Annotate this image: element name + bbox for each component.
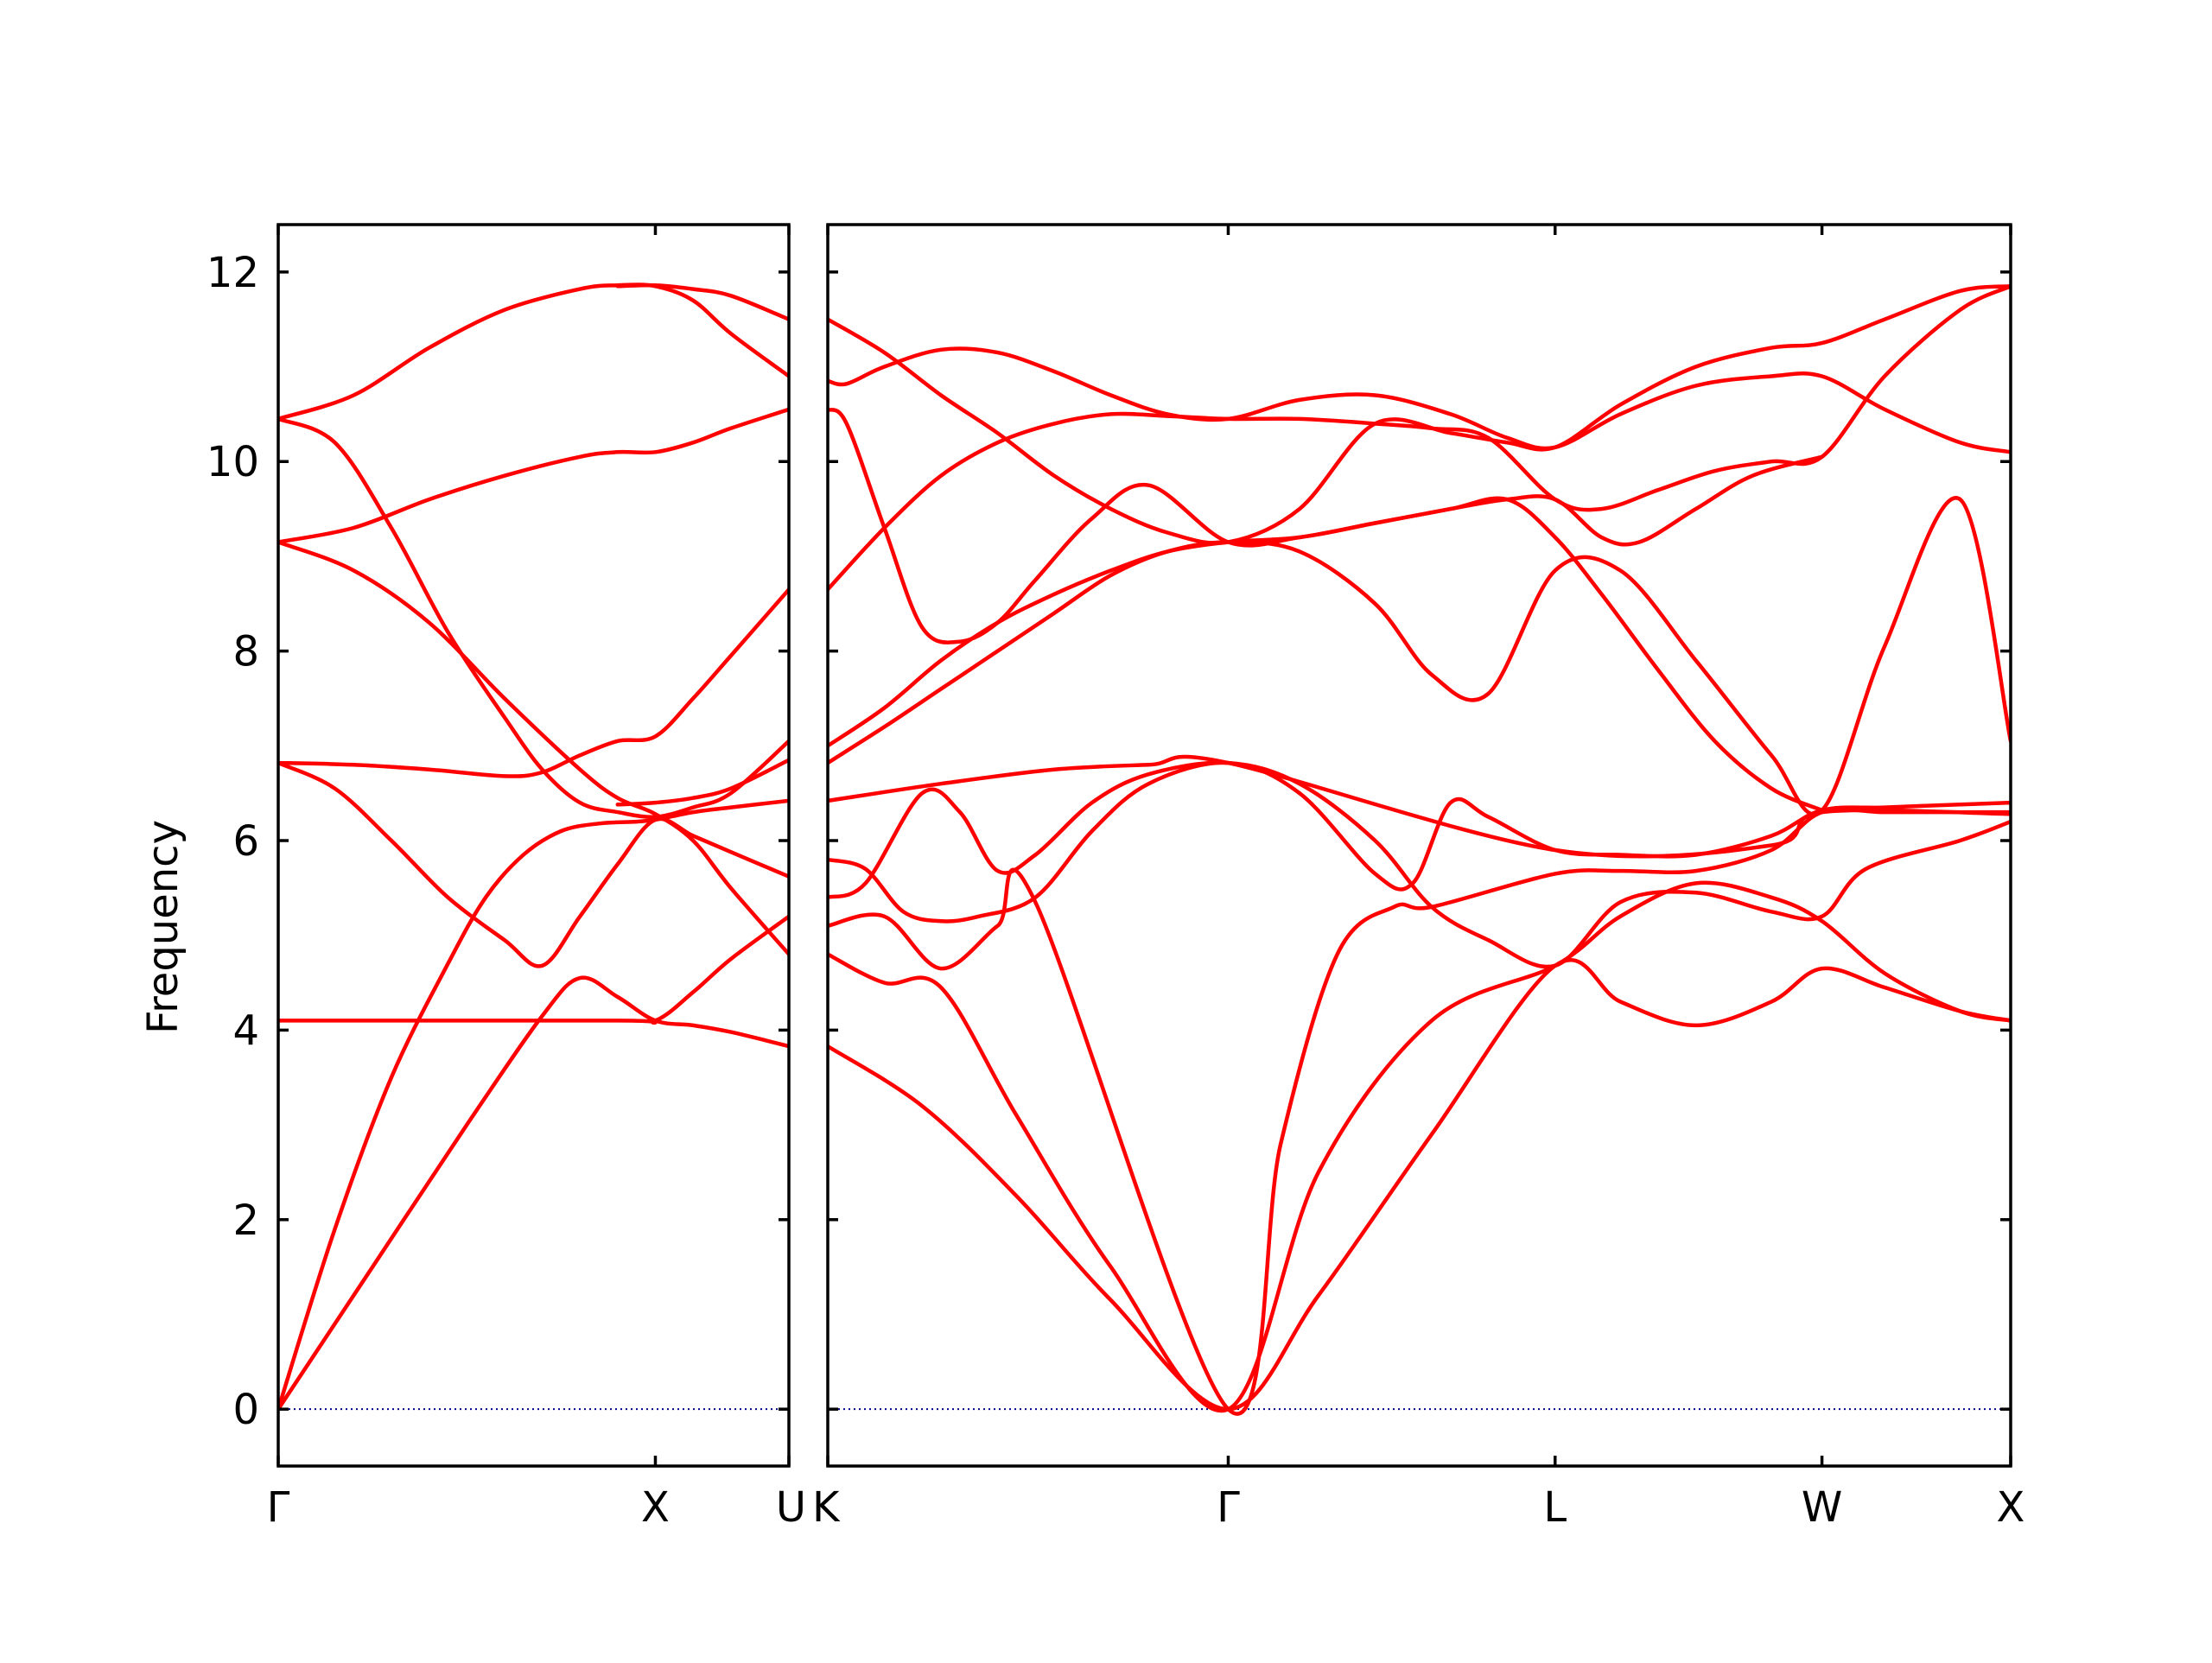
y-tick-label: 6 <box>232 817 259 866</box>
band-line-3 <box>828 807 2011 1416</box>
band-line-4 <box>828 760 2011 924</box>
band-line-10 <box>615 758 789 807</box>
y-axis-label: Frequency <box>139 820 188 1034</box>
band-line-12 <box>828 284 2011 545</box>
band-line-7 <box>828 496 2011 816</box>
band-line-6 <box>278 416 789 819</box>
band-line-2 <box>828 880 2011 1413</box>
band-line-11 <box>615 282 789 321</box>
band-group <box>278 282 789 1412</box>
band-line-1 <box>278 975 789 1412</box>
y-tick-label: 4 <box>232 1006 259 1055</box>
x-tick-label: K <box>812 1483 841 1532</box>
x-tick-label: Γ <box>1217 1483 1240 1532</box>
band-group <box>828 284 2011 1416</box>
y-tick-label: 12 <box>207 249 259 297</box>
band-line-8 <box>278 282 789 422</box>
x-tick-label: X <box>641 1483 670 1532</box>
band-line-4 <box>278 587 789 778</box>
axes-frame <box>826 223 2012 1468</box>
band-line-9 <box>278 914 789 1025</box>
band-line-1 <box>828 957 2011 1412</box>
y-tick-label: 2 <box>232 1196 259 1245</box>
x-tick-label: U <box>776 1483 806 1532</box>
band-line-6 <box>828 754 2011 859</box>
band-line-5 <box>828 760 2011 969</box>
x-tick-label: Γ <box>267 1483 290 1532</box>
band-line-10 <box>828 407 1824 644</box>
band-line-7 <box>278 407 789 544</box>
band-line-3 <box>278 760 789 968</box>
axes-frame <box>276 223 791 1468</box>
y-tick-label: 0 <box>232 1386 259 1434</box>
band-line-8 <box>828 496 1824 813</box>
band-line-2 <box>278 798 789 1412</box>
band-line-5 <box>278 540 789 956</box>
x-tick-label: L <box>1543 1483 1567 1532</box>
y-tick-label: 8 <box>232 628 259 676</box>
x-tick-label: W <box>1802 1483 1842 1532</box>
x-tick-label: X <box>1997 1483 2025 1532</box>
band-line-11 <box>828 346 2011 454</box>
y-tick-label: 10 <box>207 438 259 486</box>
panel-gamma-x-u: 0 2 4 6 8 10 12 Γ X U <box>207 223 806 1532</box>
